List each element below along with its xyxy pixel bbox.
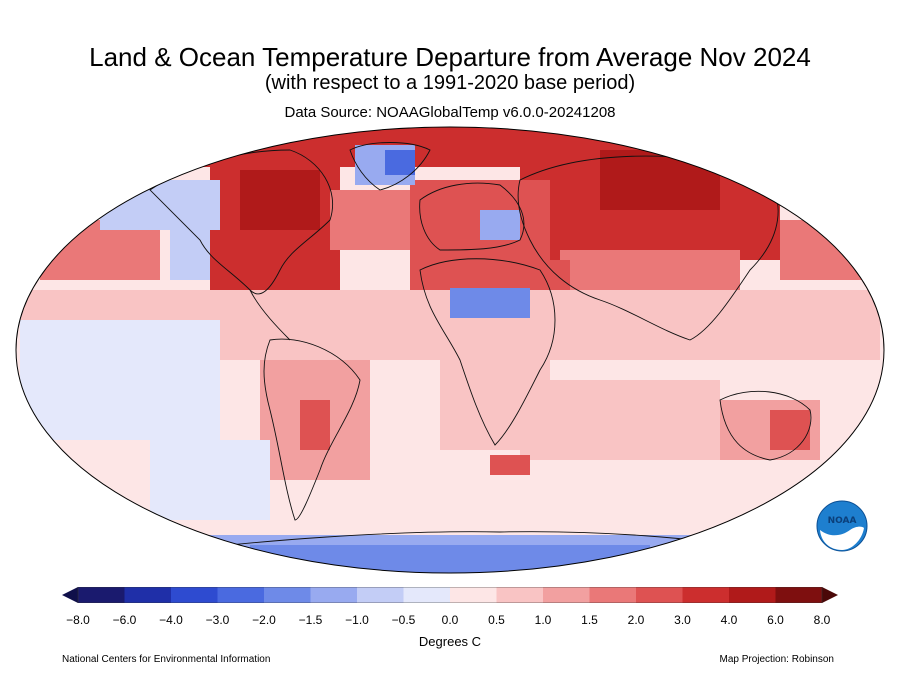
colorbar-segment	[682, 587, 730, 603]
colorbar-tick-label: 4.0	[720, 613, 738, 627]
coast-europe	[419, 182, 525, 251]
data-source: Data Source: NOAAGlobalTemp v6.0.0-20241…	[284, 104, 616, 121]
colorbar-left-arrow	[62, 587, 78, 603]
colorbar-segment	[775, 587, 823, 603]
colorbar-tick-label: 3.0	[674, 613, 691, 627]
colorbar-segment	[543, 587, 590, 603]
colorbar-segment	[403, 587, 451, 603]
colorbar-tick-label: −8.0	[66, 613, 90, 627]
noaa-logo: NOAA	[816, 500, 868, 552]
colorbar-segment	[264, 587, 311, 603]
colorbar-segment	[450, 587, 497, 603]
colorbar-segment	[78, 587, 125, 603]
anomaly-n-pacific-cool	[100, 180, 220, 230]
globe-outline	[15, 126, 885, 574]
colorbar-tick-label: −4.0	[159, 613, 183, 627]
anomaly-s-ocean-mild	[560, 470, 780, 520]
colorbar-segment	[171, 587, 218, 603]
colorbar-segment	[217, 587, 265, 603]
colorbar-tick-label: −0.5	[391, 613, 416, 627]
colorbar-tick-label: −1.0	[345, 613, 369, 627]
coast-australia	[719, 390, 812, 461]
anomaly-sahara-cool	[450, 288, 530, 318]
colorbar-tick-label: 0.5	[488, 613, 505, 627]
footer-projection: Map Projection: Robinson	[719, 654, 834, 665]
anomaly-africa-mild	[440, 330, 550, 450]
anomaly-balkan-cool	[480, 210, 520, 240]
anomaly-greenland-strong-cool	[385, 150, 415, 175]
coast-north-america	[149, 149, 334, 295]
coast-africa	[419, 258, 556, 446]
colorbar-segment	[124, 587, 172, 603]
anomaly-w-canada-cool	[170, 230, 210, 280]
colorbar-tick-label: −3.0	[205, 613, 230, 627]
colorbar-segment	[729, 587, 776, 603]
colorbar-tick-label: 1.0	[534, 613, 552, 627]
colorbar-tick-label: 1.5	[581, 613, 598, 627]
coast-central-america	[249, 289, 291, 341]
colorbar-tick-label: −1.5	[298, 613, 323, 627]
colorbar-tick-label: 0.0	[441, 613, 459, 627]
colorbar-tick-label: −6.0	[112, 613, 137, 627]
colorbar-tick-label: 8.0	[813, 613, 831, 627]
map-title: Land & Ocean Temperature Departure from …	[89, 42, 811, 72]
colorbar-tick-label: 2.0	[627, 613, 645, 627]
colorbar-right-arrow	[822, 587, 838, 603]
world-map	[15, 126, 885, 574]
anomaly-indian-ocean	[520, 380, 720, 460]
map-subtitle: (with respect to a 1991-2020 base period…	[264, 72, 636, 94]
colorbar	[62, 587, 838, 603]
anomaly-antarctic-strong	[250, 545, 650, 573]
colorbar-border	[77, 587, 823, 603]
anomaly-s-atlantic	[490, 455, 530, 475]
anomaly-s-america-strong	[300, 400, 330, 450]
colorbar-tick-label: −2.0	[252, 613, 276, 627]
colorbar-segment	[357, 587, 404, 603]
anomaly-n-pacific-west	[780, 220, 880, 280]
anomaly-n-america-strong	[240, 170, 320, 230]
coast-south-america	[263, 338, 361, 521]
colorbar-segment	[496, 587, 544, 603]
anomaly-russia-strong	[600, 150, 720, 210]
noaa-logo-text: NOAA	[828, 516, 857, 526]
anomaly-n-atlantic	[330, 190, 410, 250]
colorbar-tick-label: 6.0	[767, 613, 784, 627]
anomaly-s-pacific-cool	[150, 440, 270, 520]
colorbar-label: Degrees C	[418, 634, 482, 649]
anomaly-e-pacific-cool	[20, 320, 220, 440]
colorbar-segment	[310, 587, 358, 603]
colorbar-segment	[636, 587, 683, 603]
anomaly-australia-strong	[770, 410, 810, 450]
footer-credit: National Centers for Environmental Infor…	[62, 654, 271, 665]
coast-greenland	[349, 142, 431, 191]
colorbar-segment	[589, 587, 637, 603]
